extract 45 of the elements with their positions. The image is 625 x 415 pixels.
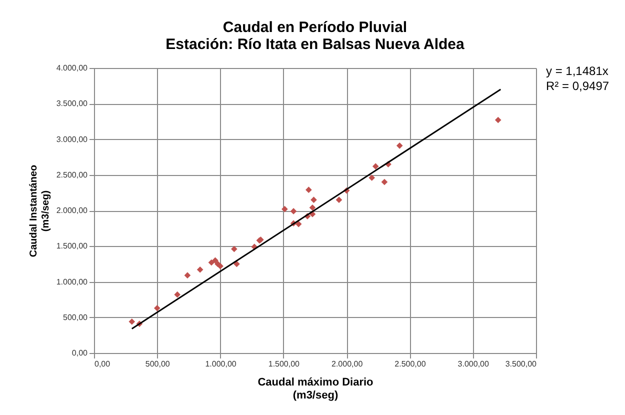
x-axis-title: Caudal máximo Diario (m3/seg) [258, 376, 374, 402]
x-tick-label: 3.500,00 [505, 360, 538, 368]
point [217, 262, 224, 270]
text: R² = 0,9497 [546, 79, 610, 93]
y-tick-label: 1.000,00 [56, 277, 88, 286]
point [196, 266, 204, 273]
point [282, 206, 288, 212]
point [306, 186, 312, 193]
point [290, 208, 297, 214]
point [372, 163, 379, 170]
point [174, 291, 181, 298]
y-axis-title: Caudal Instantáneo (m3/seg) [28, 164, 52, 258]
point [234, 260, 240, 268]
x-tick-label: 1.000,00 [205, 360, 237, 368]
y-tick-label: 3.000,00 [56, 134, 88, 144]
x-tick-label: 3.000,00 [458, 360, 490, 368]
point [396, 142, 403, 149]
y-tick-label: 1.500,00 [56, 242, 88, 251]
y-tick-label: 0,00 [72, 348, 88, 358]
point [184, 272, 191, 278]
point [310, 196, 317, 203]
chart-subtitle: Estación: Río Itata en Balsas Nueva Aldea [166, 36, 466, 53]
point [295, 220, 302, 228]
text: y = 1,1481x [546, 64, 608, 78]
x-tick-label: 1.500,00 [268, 360, 300, 368]
point [336, 196, 342, 203]
point [212, 257, 218, 264]
x-tick-label: 2.500,00 [394, 360, 426, 368]
chart-title: Caudal en Período Pluvial [222, 19, 408, 36]
point [381, 178, 388, 186]
point [309, 204, 316, 211]
x-tick-label: 500,00 [145, 360, 170, 368]
point [128, 318, 136, 325]
y-tick-label: 3.500,00 [56, 99, 88, 108]
y-tick-label: 500,00 [63, 312, 88, 322]
point [154, 304, 160, 312]
point [494, 116, 502, 124]
y-tick-label: 4.000,00 [56, 64, 88, 72]
point [231, 246, 238, 252]
y-tick-label: 2.500,00 [56, 170, 88, 180]
point [208, 259, 215, 266]
y-tick-label: 2.000,00 [56, 206, 88, 215]
x-tick-label: 0,00 [94, 360, 111, 368]
point [368, 174, 375, 181]
x-tick-label: 2.000,00 [332, 360, 364, 368]
